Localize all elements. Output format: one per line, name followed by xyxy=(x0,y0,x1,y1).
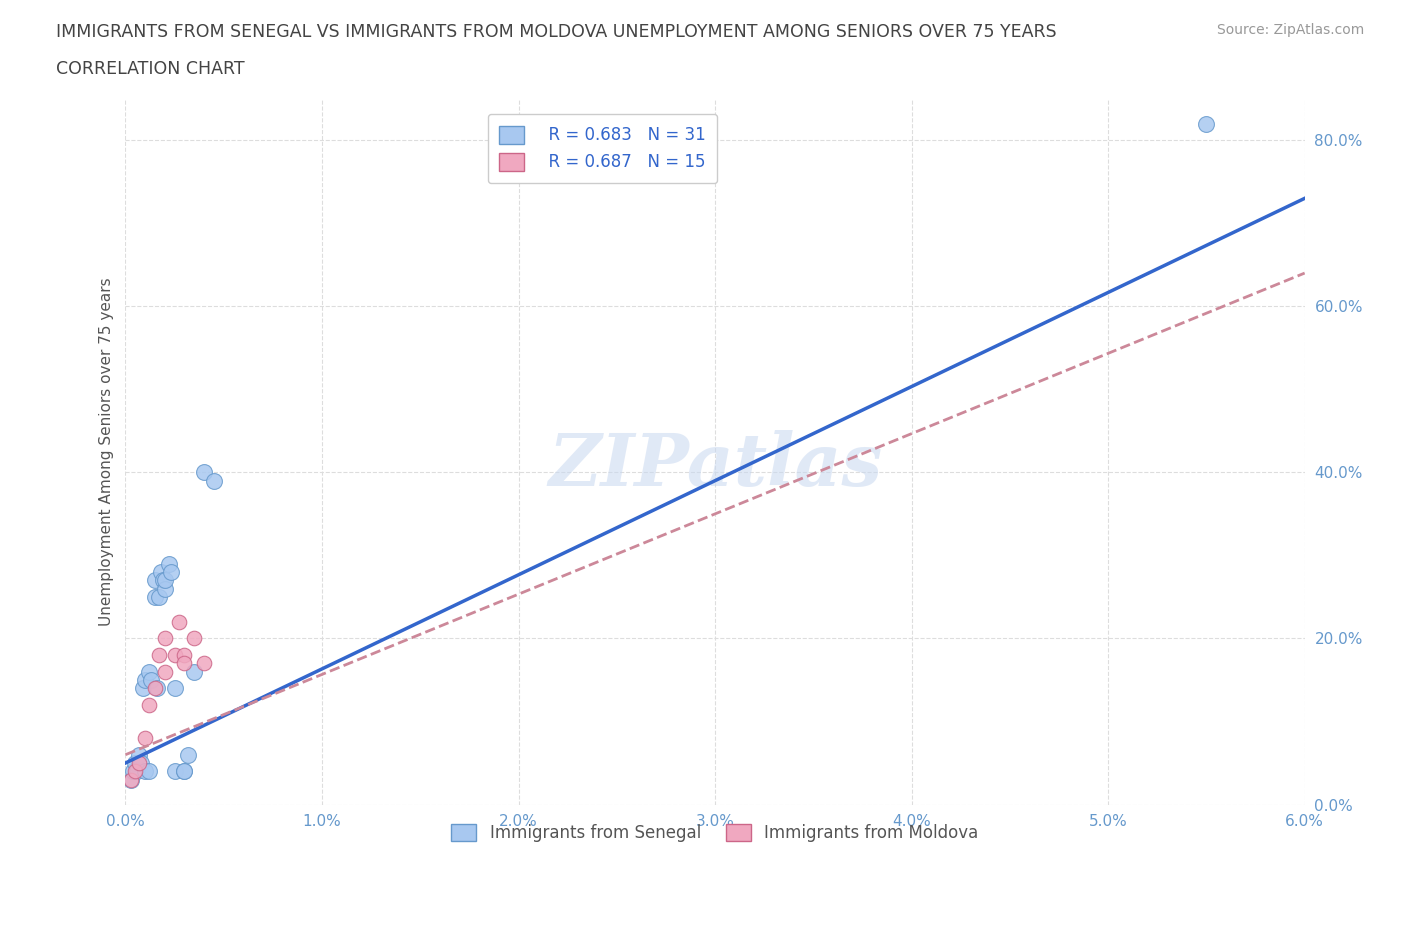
Point xyxy=(173,764,195,778)
Text: ZIPatlas: ZIPatlas xyxy=(548,431,882,501)
Point xyxy=(134,731,156,746)
Point xyxy=(148,647,170,662)
Point xyxy=(138,698,160,712)
Y-axis label: Unemployment Among Seniors over 75 years: Unemployment Among Seniors over 75 years xyxy=(100,277,114,626)
Point xyxy=(167,615,190,630)
Point xyxy=(120,772,142,787)
Point xyxy=(124,755,146,770)
Point xyxy=(129,755,152,770)
Point xyxy=(139,672,162,687)
Point xyxy=(146,681,169,696)
Point xyxy=(183,664,205,679)
Point xyxy=(173,656,195,671)
Point xyxy=(128,755,150,770)
Point xyxy=(163,681,186,696)
Point xyxy=(153,664,176,679)
Point xyxy=(124,764,146,778)
Point xyxy=(157,556,180,571)
Point xyxy=(138,764,160,778)
Point xyxy=(143,681,166,696)
Point xyxy=(120,772,142,787)
Point xyxy=(134,672,156,687)
Point xyxy=(134,764,156,778)
Point xyxy=(132,681,155,696)
Point xyxy=(149,565,172,579)
Point xyxy=(127,764,149,778)
Text: Source: ZipAtlas.com: Source: ZipAtlas.com xyxy=(1216,23,1364,37)
Point xyxy=(148,590,170,604)
Point xyxy=(153,581,176,596)
Point xyxy=(138,664,160,679)
Point xyxy=(159,565,181,579)
Point xyxy=(143,590,166,604)
Point xyxy=(193,656,215,671)
Text: IMMIGRANTS FROM SENEGAL VS IMMIGRANTS FROM MOLDOVA UNEMPLOYMENT AMONG SENIORS OV: IMMIGRANTS FROM SENEGAL VS IMMIGRANTS FR… xyxy=(56,23,1057,41)
Point xyxy=(173,647,195,662)
Point xyxy=(143,573,166,588)
Text: CORRELATION CHART: CORRELATION CHART xyxy=(56,60,245,78)
Legend: Immigrants from Senegal, Immigrants from Moldova: Immigrants from Senegal, Immigrants from… xyxy=(444,817,986,849)
Point xyxy=(202,473,225,488)
Point xyxy=(173,764,195,778)
Point xyxy=(128,748,150,763)
Point xyxy=(177,748,200,763)
Point xyxy=(153,631,176,646)
Point xyxy=(163,764,186,778)
Point xyxy=(153,573,176,588)
Point xyxy=(1195,116,1218,131)
Point xyxy=(152,573,174,588)
Point xyxy=(163,647,186,662)
Point xyxy=(122,764,145,778)
Point xyxy=(193,465,215,480)
Point xyxy=(183,631,205,646)
